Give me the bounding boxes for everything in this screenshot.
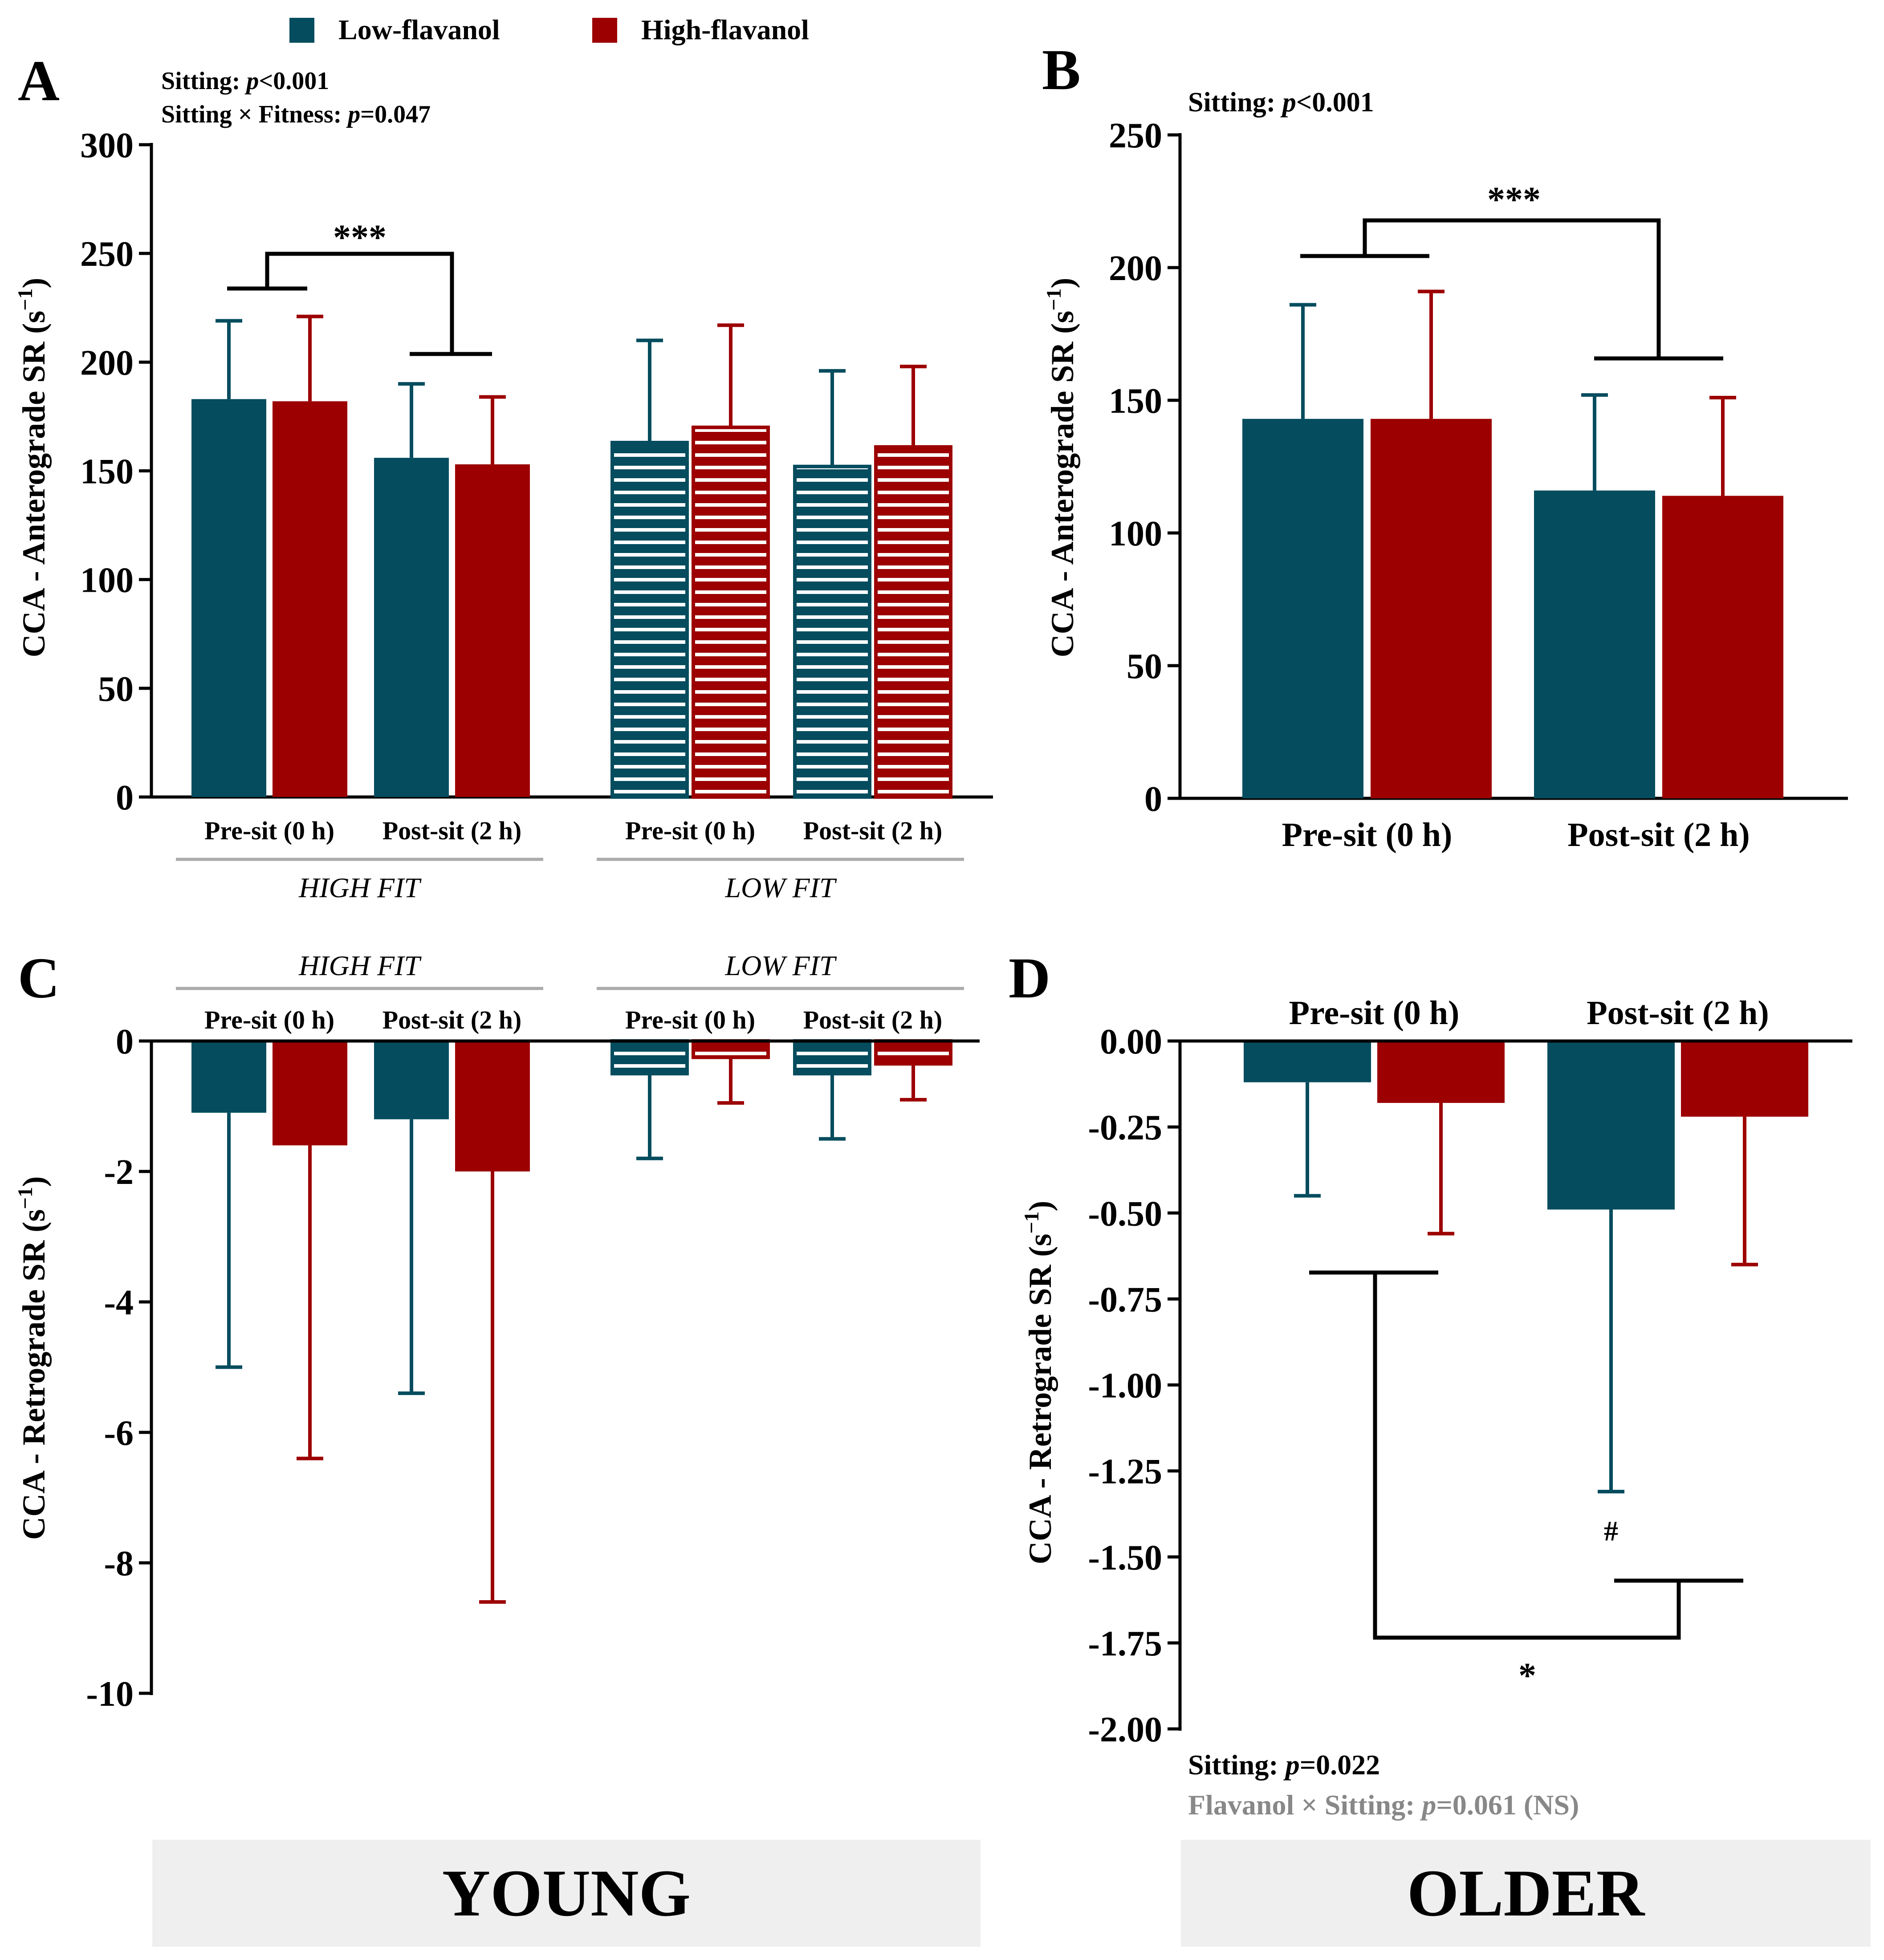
panel-b-y-tick-label: 0 <box>1144 780 1162 819</box>
panel-a-stats-line: Sitting: p<0.001 <box>161 67 329 95</box>
panel-a-bar-low <box>374 458 449 797</box>
panel-a-y-tick-label: 300 <box>80 126 134 165</box>
panel-b-significance-marker: *** <box>1487 180 1541 220</box>
panel-letter-a: A <box>18 49 60 113</box>
panel-a-bar-high <box>874 445 952 799</box>
panel-letter-b: B <box>1042 38 1081 102</box>
panel-d-y-tick-label: -2.00 <box>1088 1710 1162 1749</box>
panel-d-bar-high <box>1377 1041 1505 1103</box>
panel-c-y-tick-label: -10 <box>86 1675 134 1714</box>
panel-b-y-tick-label: 150 <box>1109 382 1162 421</box>
panel-a-y-axis-label: CCA - Anterograde SR (s−1) <box>14 278 52 658</box>
panel-a-bar-low <box>191 399 266 797</box>
panel-c-y-tick-label: -8 <box>104 1544 134 1583</box>
panel-b-y-tick-label: 50 <box>1127 647 1162 686</box>
panel-d-x-tick-label: Pre-sit (0 h) <box>1289 994 1460 1032</box>
legend-label-low: Low-flavanol <box>338 14 500 45</box>
panel-a-y-tick-label: 50 <box>98 670 134 709</box>
panel-b-bar-low <box>1242 419 1363 798</box>
panel-d-y-tick-label: -1.50 <box>1088 1538 1162 1578</box>
panel-b-significance-bracket <box>1363 218 1661 358</box>
panel-a-bar-low <box>793 464 871 799</box>
panel-d-x-tick-label: Post-sit (2 h) <box>1587 994 1769 1032</box>
panel-a-significance-bracket <box>265 252 454 354</box>
panel-c-x-tick-label: Post-sit (2 h) <box>803 1005 943 1034</box>
panel-d-y-tick-label: -1.75 <box>1088 1624 1162 1663</box>
panel-a-group-label: HIGH FIT <box>298 872 422 903</box>
panel-c-bar-high <box>692 1039 770 1059</box>
panel-d-y-tick-label: -1.25 <box>1088 1452 1162 1492</box>
panel-b-x-tick-label: Pre-sit (0 h) <box>1282 816 1453 854</box>
panel-b-bar-low <box>1534 490 1655 798</box>
panel-a-x-tick-label: Pre-sit (0 h) <box>625 816 755 845</box>
panel-d-bar-low <box>1244 1041 1371 1082</box>
legend-label-high: High-flavanol <box>641 14 809 45</box>
panel-letter-d: D <box>1009 946 1050 1010</box>
panel-b-bar-high <box>1662 496 1783 798</box>
panel-c-group-label: HIGH FIT <box>298 950 422 981</box>
panel-c-bar-low <box>374 1041 449 1119</box>
panel-a-y-tick-label: 100 <box>80 561 134 600</box>
panel-c-y-tick-label: -4 <box>104 1283 134 1322</box>
panel-a-bar-low <box>610 441 689 799</box>
panel-d-significance-marker: * <box>1518 1656 1536 1696</box>
panel-d-significance-bracket <box>1373 1273 1681 1640</box>
panel-a-y-tick-label: 200 <box>80 343 134 382</box>
panel-d-bar-low <box>1547 1041 1675 1210</box>
panel-c-x-tick-label: Pre-sit (0 h) <box>204 1005 334 1034</box>
panel-a-bar-high <box>692 425 770 799</box>
panel-a-y-tick-label: 0 <box>116 778 134 817</box>
panel-d-y-tick-label: -0.25 <box>1088 1108 1162 1147</box>
panel-a-significance-marker: *** <box>333 218 387 257</box>
panel-c-bar-low <box>793 1039 871 1076</box>
panel-c-y-tick-label: 0 <box>116 1022 134 1061</box>
panel-c-bar-high <box>455 1041 530 1171</box>
panel-a-x-tick-label: Post-sit (2 h) <box>803 816 943 845</box>
panel-c-bar-high <box>273 1041 347 1146</box>
panel-c-x-tick-label: Pre-sit (0 h) <box>625 1005 755 1034</box>
panel-d-stats-line: Flavanol × Sitting: p=0.061 (NS) <box>1188 1789 1579 1821</box>
legend-swatch-high <box>592 18 617 43</box>
panel-a-x-tick-label: Post-sit (2 h) <box>382 816 522 845</box>
panel-b-y-axis-label: CCA - Anterograde SR (s−1) <box>1042 278 1080 658</box>
panel-b-bar-high <box>1371 419 1492 798</box>
panel-d-bar-high <box>1681 1041 1808 1117</box>
panel-a-y-tick-label: 250 <box>80 235 134 274</box>
panel-d-y-tick-label: -0.75 <box>1088 1280 1162 1319</box>
panel-b-x-tick-label: Post-sit (2 h) <box>1567 816 1750 854</box>
panel-c-y-axis-label: CCA - Retrograde SR (s−1) <box>14 1176 52 1540</box>
panel-letter-c: C <box>18 946 60 1010</box>
panel-c-y-tick-label: -2 <box>104 1153 134 1192</box>
panel-a-group-label: LOW FIT <box>724 872 837 903</box>
panel-a-bar-high <box>273 401 347 797</box>
panel-d-hash-marker: # <box>1604 1515 1618 1547</box>
group-label-older: OLDER <box>1181 1840 1871 1947</box>
panel-c-bar-low <box>191 1041 266 1113</box>
panel-b-y-tick-label: 200 <box>1109 249 1162 288</box>
group-label-young: YOUNG <box>152 1840 981 1947</box>
panel-a-bar-high <box>455 464 530 797</box>
panel-d-y-axis-label: CCA - Retrograde SR (s−1) <box>1020 1201 1058 1565</box>
panel-a-y-tick-label: 150 <box>80 452 134 492</box>
panel-d-y-tick-label: -1.00 <box>1088 1366 1162 1406</box>
panel-b-y-tick-label: 250 <box>1109 116 1162 155</box>
panel-c-group-label: LOW FIT <box>724 950 837 981</box>
panel-b-stats-line: Sitting: p<0.001 <box>1188 87 1374 118</box>
panel-a-x-tick-label: Pre-sit (0 h) <box>204 816 334 845</box>
panel-c-bar-low <box>610 1039 689 1076</box>
panel-a-stats-line: Sitting × Fitness: p=0.047 <box>161 101 431 128</box>
legend-swatch-low <box>289 18 314 43</box>
panel-d-y-tick-label: 0.00 <box>1100 1022 1162 1061</box>
panel-c-x-tick-label: Post-sit (2 h) <box>382 1005 522 1034</box>
panel-b-y-tick-label: 100 <box>1109 514 1162 553</box>
panel-d-stats-line: Sitting: p=0.022 <box>1188 1749 1380 1781</box>
panel-d-y-tick-label: -0.50 <box>1088 1194 1162 1233</box>
panel-c-y-tick-label: -6 <box>104 1414 134 1453</box>
panel-c-bar-high <box>874 1039 952 1066</box>
